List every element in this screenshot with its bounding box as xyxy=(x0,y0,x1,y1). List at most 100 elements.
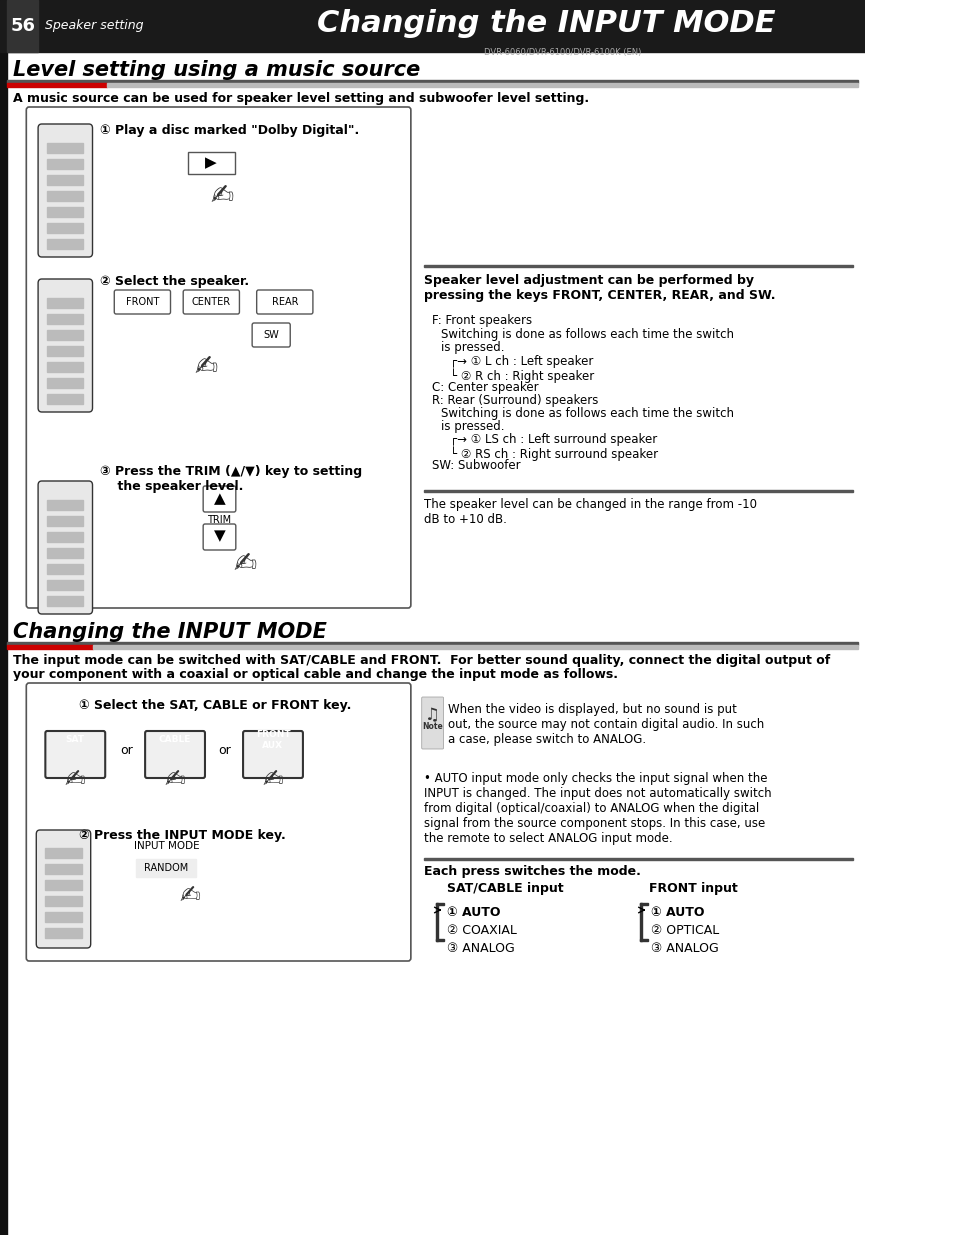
Bar xyxy=(436,903,443,905)
Bar xyxy=(47,175,83,185)
Bar xyxy=(47,143,83,153)
Text: └ ② R ch : Right speaker: └ ② R ch : Right speaker xyxy=(450,368,594,383)
Bar xyxy=(46,881,82,890)
Text: Speaker level adjustment can be performed by
pressing the keys FRONT, CENTER, RE: Speaker level adjustment can be performe… xyxy=(424,274,775,303)
Text: SW: SW xyxy=(263,330,279,340)
FancyBboxPatch shape xyxy=(27,107,411,608)
Bar xyxy=(93,645,857,650)
Bar xyxy=(49,731,101,748)
FancyBboxPatch shape xyxy=(203,487,235,513)
Text: FRONT input: FRONT input xyxy=(649,882,738,895)
Text: SW: Subwoofer: SW: Subwoofer xyxy=(432,459,519,472)
Bar xyxy=(47,159,83,169)
Text: ① Play a disc marked "Dolby Digital".: ① Play a disc marked "Dolby Digital". xyxy=(100,124,358,137)
Text: Level setting using a music source: Level setting using a music source xyxy=(12,61,419,80)
FancyBboxPatch shape xyxy=(203,524,235,550)
Text: Note: Note xyxy=(422,722,442,731)
FancyBboxPatch shape xyxy=(36,830,91,948)
Bar xyxy=(47,597,83,606)
Bar xyxy=(46,848,82,858)
Text: Each press switches the mode.: Each press switches the mode. xyxy=(424,864,640,878)
Bar xyxy=(47,330,83,340)
Text: is pressed.: is pressed. xyxy=(440,420,504,433)
Text: your component with a coaxial or optical cable and change the input mode as foll: your component with a coaxial or optical… xyxy=(12,668,617,680)
Bar xyxy=(47,516,83,526)
Bar xyxy=(46,927,82,939)
Bar xyxy=(436,903,437,941)
Text: ♫: ♫ xyxy=(425,706,439,724)
Bar xyxy=(47,394,83,404)
Text: ① AUTO: ① AUTO xyxy=(447,906,500,919)
Bar xyxy=(47,224,83,233)
Bar xyxy=(8,0,38,52)
Text: ③ Press the TRIM (▲/▼) key to setting
    the speaker level.: ③ Press the TRIM (▲/▼) key to setting th… xyxy=(100,466,361,493)
Text: INPUT MODE: INPUT MODE xyxy=(134,841,199,851)
Text: SAT/CABLE input: SAT/CABLE input xyxy=(447,882,563,895)
Bar xyxy=(46,911,82,923)
Bar xyxy=(8,83,107,86)
Text: Changing the INPUT MODE: Changing the INPUT MODE xyxy=(317,10,775,38)
Text: ┌→ ① L ch : Left speaker: ┌→ ① L ch : Left speaker xyxy=(450,354,593,368)
Text: FRONT
AUX: FRONT AUX xyxy=(255,730,290,750)
Text: SAT: SAT xyxy=(66,736,85,745)
Bar xyxy=(639,939,647,941)
Text: ▶: ▶ xyxy=(205,156,217,170)
Text: A music source can be used for speaker level setting and subwoofer level setting: A music source can be used for speaker l… xyxy=(12,91,588,105)
Text: is pressed.: is pressed. xyxy=(440,341,504,354)
Text: R: Rear (Surround) speakers: R: Rear (Surround) speakers xyxy=(432,394,598,408)
FancyBboxPatch shape xyxy=(243,731,303,778)
Bar xyxy=(47,240,83,249)
Text: Changing the INPUT MODE: Changing the INPUT MODE xyxy=(12,622,326,642)
FancyBboxPatch shape xyxy=(38,480,92,614)
Bar xyxy=(47,532,83,542)
Text: ③ ANALOG: ③ ANALOG xyxy=(651,942,719,955)
Bar xyxy=(8,642,857,645)
FancyBboxPatch shape xyxy=(38,124,92,257)
Text: TRIM: TRIM xyxy=(207,515,232,525)
FancyBboxPatch shape xyxy=(145,731,205,778)
Bar xyxy=(47,207,83,217)
Bar xyxy=(47,298,83,308)
Bar xyxy=(47,191,83,201)
Bar xyxy=(149,731,201,748)
Bar xyxy=(424,266,852,267)
Text: FRONT: FRONT xyxy=(126,296,159,308)
Text: ✍: ✍ xyxy=(164,768,185,792)
Text: └ ② RS ch : Right surround speaker: └ ② RS ch : Right surround speaker xyxy=(450,446,658,461)
Bar xyxy=(47,580,83,590)
FancyBboxPatch shape xyxy=(38,279,92,412)
Bar xyxy=(247,731,299,748)
FancyBboxPatch shape xyxy=(114,290,171,314)
Bar xyxy=(436,939,443,941)
Bar xyxy=(107,83,857,86)
Text: ② COAXIAL: ② COAXIAL xyxy=(447,924,517,937)
Bar xyxy=(47,362,83,372)
Text: Switching is done as follows each time the switch: Switching is done as follows each time t… xyxy=(440,329,733,341)
FancyBboxPatch shape xyxy=(27,683,411,961)
Bar xyxy=(188,152,234,174)
Bar xyxy=(0,0,864,52)
Bar xyxy=(47,564,83,574)
FancyBboxPatch shape xyxy=(46,731,105,778)
Bar xyxy=(8,80,857,83)
FancyBboxPatch shape xyxy=(421,697,443,748)
Text: F: Front speakers: F: Front speakers xyxy=(432,314,531,327)
Bar xyxy=(47,500,83,510)
Text: ✍: ✍ xyxy=(194,353,217,382)
FancyBboxPatch shape xyxy=(252,324,290,347)
FancyBboxPatch shape xyxy=(256,290,313,314)
Text: DVR-6060/DVR-6100/DVR-6100K (EN): DVR-6060/DVR-6100/DVR-6100K (EN) xyxy=(483,48,640,57)
Bar xyxy=(424,490,852,492)
Text: • AUTO input mode only checks the input signal when the
INPUT is changed. The in: • AUTO input mode only checks the input … xyxy=(424,772,771,845)
Text: CABLE: CABLE xyxy=(159,736,191,745)
Bar xyxy=(46,864,82,874)
Bar xyxy=(8,645,93,650)
Text: ▲: ▲ xyxy=(213,492,225,506)
Text: 56: 56 xyxy=(10,17,35,35)
Bar xyxy=(0,0,8,1235)
Bar xyxy=(47,314,83,324)
Text: ② Select the speaker.: ② Select the speaker. xyxy=(100,275,249,288)
Bar xyxy=(424,858,852,860)
Text: ✍: ✍ xyxy=(180,884,201,908)
Text: ✍: ✍ xyxy=(262,768,283,792)
